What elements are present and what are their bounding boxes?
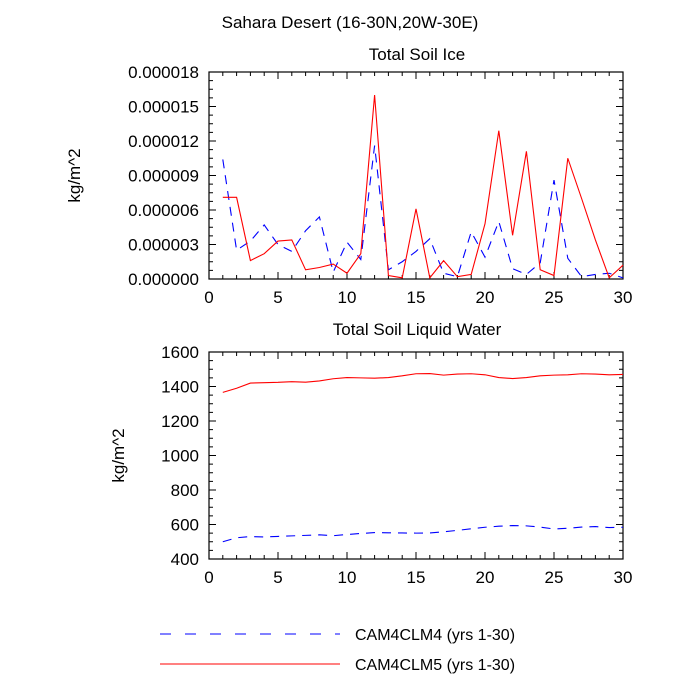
figure-title: Sahara Desert (16-30N,20W-30E)	[222, 13, 479, 32]
y-tick-label: 1000	[161, 447, 199, 466]
y-tick-label: 400	[171, 550, 199, 569]
y-tick-label: 1200	[161, 412, 199, 431]
y-tick-label: 0.000009	[128, 167, 199, 186]
x-tick-label: 30	[614, 568, 633, 587]
x-tick-label: 20	[476, 288, 495, 307]
x-tick-label: 25	[545, 568, 564, 587]
legend: CAM4CLM4 (yrs 1-30) CAM4CLM5 (yrs 1-30)	[160, 627, 515, 674]
x-tick-label: 10	[338, 568, 357, 587]
chart-title: Total Soil Liquid Water	[333, 320, 502, 339]
plots: Total Soil Ice kg/m^2 0 5 10 15 20 25 30 0.000000…	[65, 45, 632, 587]
x-tick-label: 0	[204, 568, 213, 587]
x-tick-label: 15	[407, 568, 426, 587]
x-tick-label: 30	[614, 288, 633, 307]
x-tick-label: 25	[545, 288, 564, 307]
y-tick-label: 600	[171, 516, 199, 535]
legend-label-2: CAM4CLM5 (yrs 1-30)	[355, 657, 515, 674]
x-tick-label: 5	[273, 288, 282, 307]
y-tick-label: 0.000000	[128, 270, 199, 289]
series-line-2	[222, 373, 624, 393]
y-tick-label: 1600	[161, 343, 199, 362]
series-line-2	[222, 94, 624, 280]
y-tick-label: 800	[171, 481, 199, 500]
y-axis-label: kg/m^2	[109, 428, 128, 482]
chart-panel-1: Total Soil Ice kg/m^2 0 5 10 15 20 25 30 0.000000…	[65, 45, 632, 307]
y-tick-label: 1400	[161, 378, 199, 397]
x-tick-label: 5	[273, 568, 282, 587]
x-tick-label: 10	[338, 288, 357, 307]
y-tick-label: 0.000015	[128, 98, 199, 117]
x-tick-label: 15	[407, 288, 426, 307]
series-line-1	[222, 524, 624, 543]
y-tick-label: 0.000003	[128, 236, 199, 255]
x-tick-label: 20	[476, 568, 495, 587]
y-axis-label: kg/m^2	[65, 148, 84, 202]
legend-label-1: CAM4CLM4 (yrs 1-30)	[355, 627, 515, 644]
y-tick-label: 0.000012	[128, 132, 199, 151]
chart-title: Total Soil Ice	[369, 45, 465, 64]
chart-panel-2: Total Soil Liquid Water kg/m^2 0 5 10 15 20 25 3…	[109, 320, 632, 587]
x-tick-label: 0	[204, 288, 213, 307]
y-tick-label: 0.000018	[128, 63, 199, 82]
y-tick-label: 0.000006	[128, 201, 199, 220]
series-line-1	[222, 145, 624, 279]
